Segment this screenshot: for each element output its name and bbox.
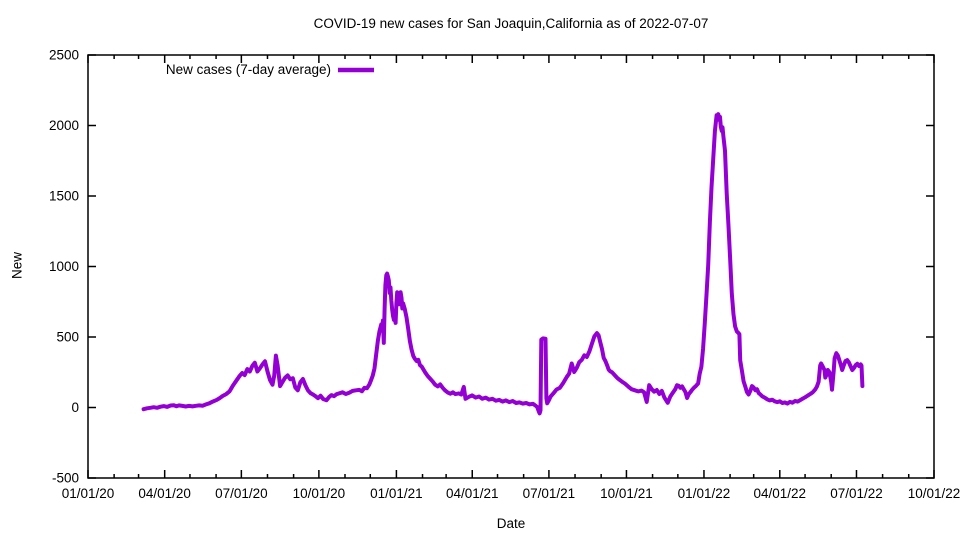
x-tick-label: 04/01/20 — [138, 486, 191, 501]
x-tick-label: 01/01/20 — [62, 486, 115, 501]
y-tick-label: 1500 — [49, 189, 79, 204]
y-axis-label: New — [9, 252, 25, 280]
x-tick-label: 10/01/20 — [293, 486, 346, 501]
y-tick-label: 500 — [56, 330, 79, 345]
plot-frame — [87, 54, 935, 479]
series-line — [141, 112, 865, 416]
y-tick-label: 2500 — [49, 48, 79, 63]
x-tick-label: 10/01/22 — [908, 486, 960, 501]
y-tick-label: 0 — [71, 400, 79, 415]
x-tick-label: 04/01/22 — [754, 486, 807, 501]
y-tick-label: 1000 — [49, 259, 79, 274]
x-tick-label: 07/01/22 — [830, 486, 883, 501]
x-axis-label: Date — [496, 516, 526, 531]
x-tick-label: 07/01/20 — [215, 486, 268, 501]
x-tick-label: 04/01/21 — [446, 486, 499, 501]
x-tick-label: 07/01/21 — [523, 486, 576, 501]
legend-label: New cases (7-day average) — [165, 62, 331, 77]
x-tick-label: 10/01/21 — [600, 486, 653, 501]
y-tick-label: 2000 — [49, 118, 79, 133]
y-tick-label: -500 — [52, 471, 79, 486]
chart-title: COVID-19 new cases for San Joaquin,Calif… — [313, 16, 709, 31]
x-tick-label: 01/01/22 — [678, 486, 731, 501]
x-tick-label: 01/01/21 — [370, 486, 423, 501]
